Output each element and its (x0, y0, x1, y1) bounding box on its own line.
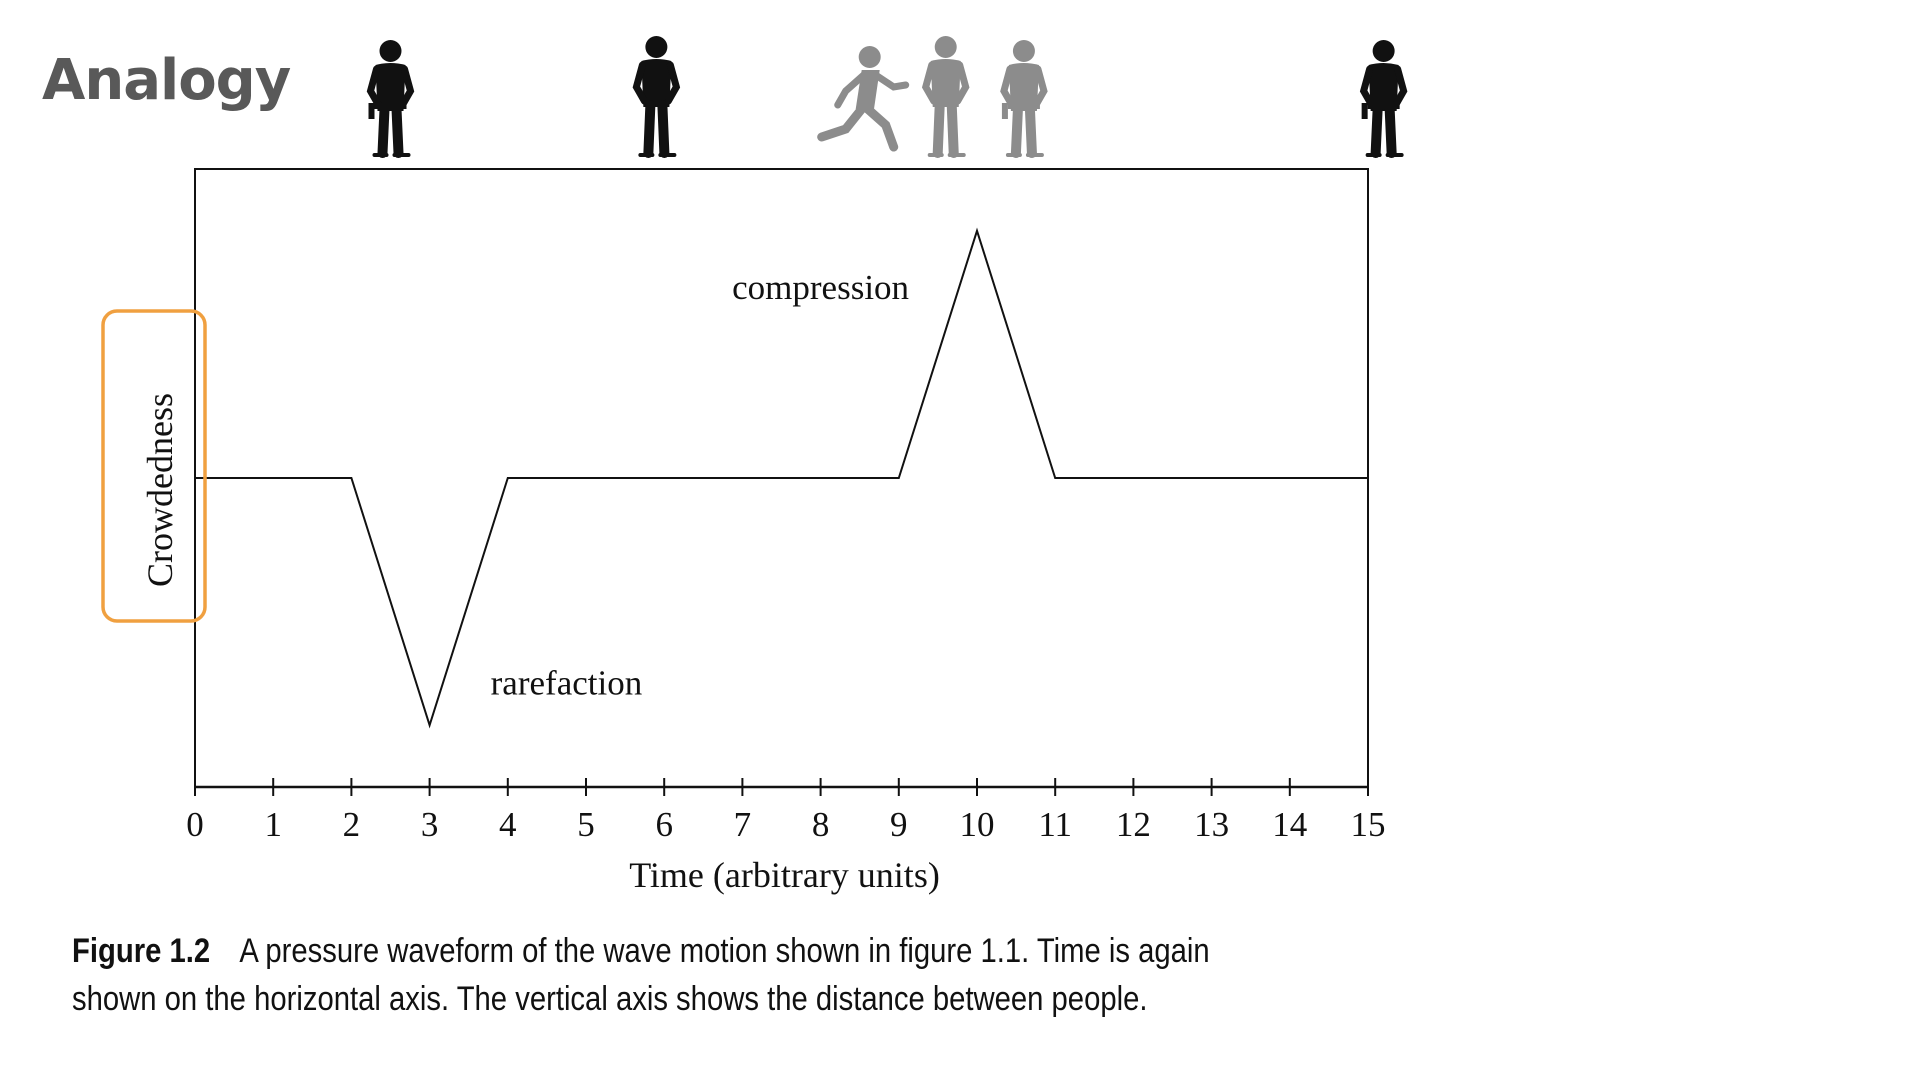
x-tick-label: 6 (655, 805, 673, 844)
woman-tool-belt-icon (1000, 40, 1048, 158)
x-tick-label: 5 (577, 805, 595, 844)
people-illustration (366, 36, 1408, 158)
x-tick-label: 1 (264, 805, 282, 844)
annotation-layer: compression rarefaction (491, 268, 909, 703)
x-tick-label: 2 (343, 805, 361, 844)
x-axis-label: Time (arbitrary units) (629, 855, 940, 895)
x-tick-label: 14 (1272, 805, 1307, 844)
series-layer (195, 227, 1368, 729)
running-child-icon (817, 46, 910, 152)
caption-label: Figure 1.2 (72, 932, 211, 970)
x-tick-label: 10 (960, 805, 995, 844)
x-tick-label: 15 (1351, 805, 1386, 844)
ylabel-highlight-box (101, 309, 207, 623)
x-tick-label: 3 (421, 805, 439, 844)
x-tick-label: 13 (1194, 805, 1229, 844)
man-standing-icon (632, 36, 681, 158)
compression-annotation: compression (732, 268, 909, 307)
man-standing-icon (921, 36, 970, 158)
x-tick-label: 12 (1116, 805, 1151, 844)
x-tick-label: 0 (186, 805, 204, 844)
x-tick-label: 11 (1038, 805, 1072, 844)
woman-tool-belt-icon (1359, 40, 1408, 158)
rarefaction-annotation: rarefaction (491, 663, 643, 702)
woman-tool-belt-icon (366, 40, 415, 158)
waveform-line (195, 227, 1368, 729)
x-tick-label: 9 (890, 805, 908, 844)
x-tick-label: 8 (812, 805, 830, 844)
figure-caption: Figure 1.2 A pressure waveform of the wav… (72, 927, 1224, 1023)
x-axis: 0 1 2 3 4 5 6 7 8 9 10 11 12 13 14 15 (186, 778, 1386, 844)
caption-text: A pressure waveform of the wave motion s… (72, 932, 1210, 1018)
y-axis-label: Crowdedness (140, 393, 180, 587)
slide-title: Analogy (42, 48, 291, 113)
x-tick-label: 7 (734, 805, 752, 844)
x-tick-label: 4 (499, 805, 517, 844)
